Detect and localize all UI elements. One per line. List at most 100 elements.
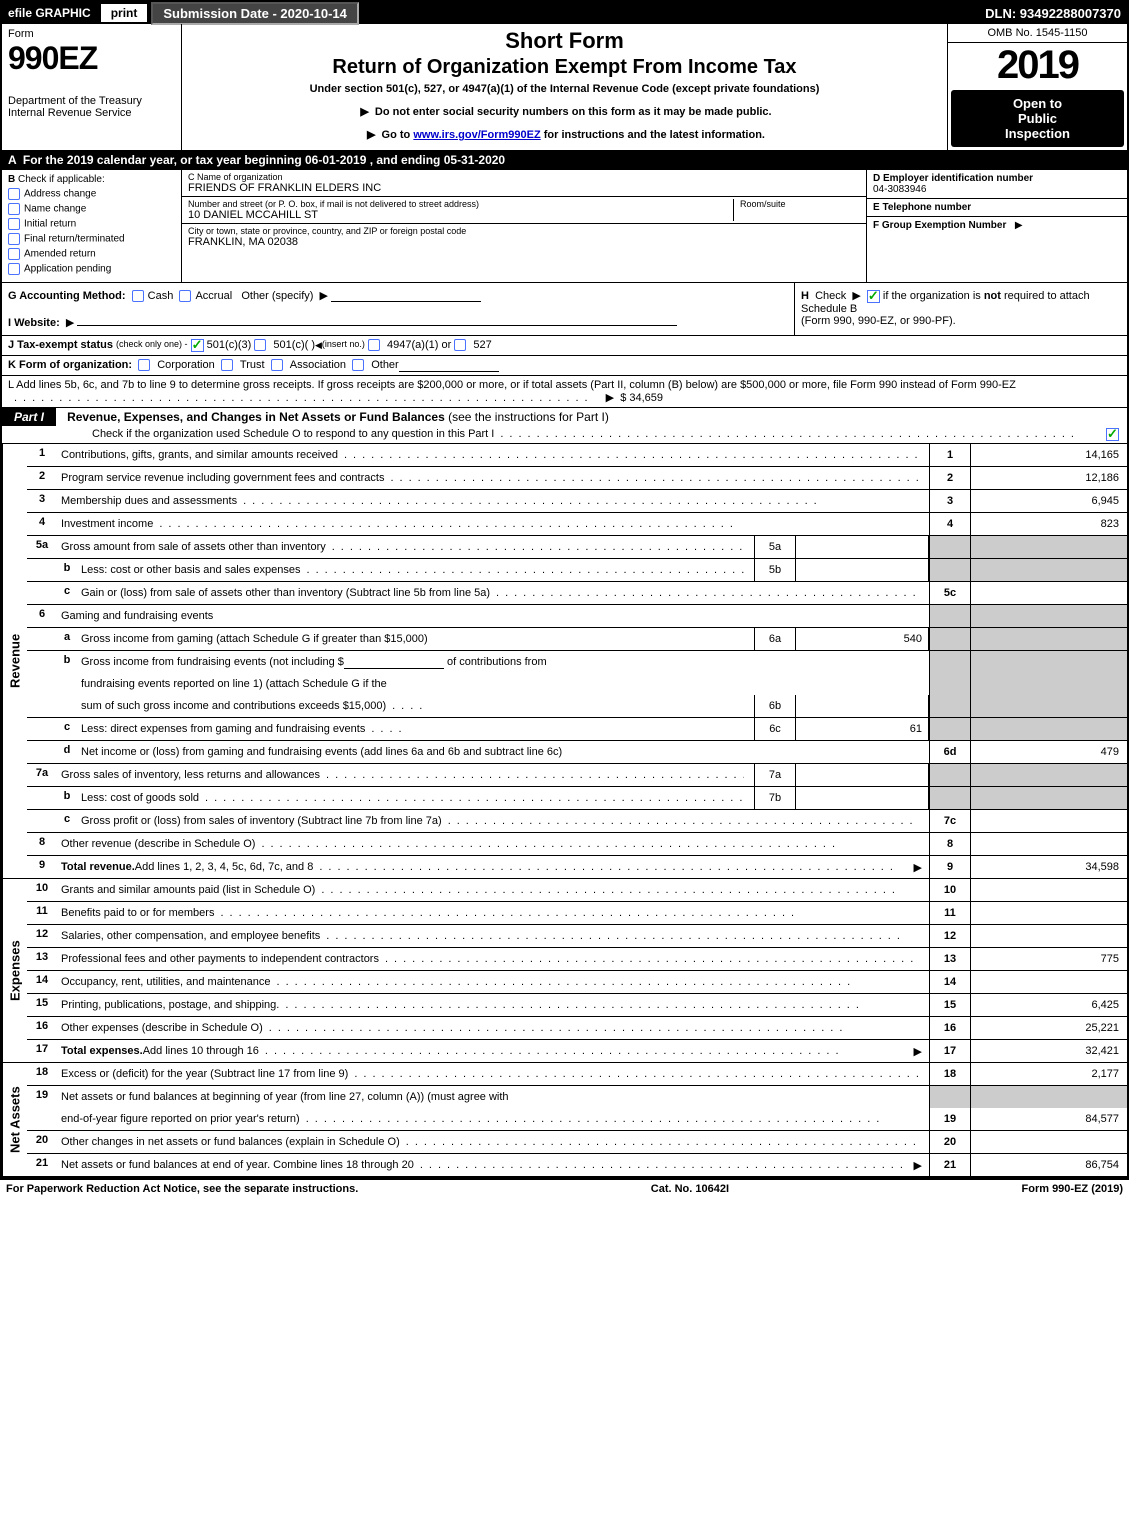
print-button[interactable]: print bbox=[101, 4, 148, 22]
amt-2: 12,186 bbox=[970, 467, 1127, 489]
irs-link[interactable]: www.irs.gov/Form990EZ bbox=[413, 129, 540, 141]
cb-initial-return[interactable]: Initial return bbox=[8, 218, 175, 230]
amt-1: 14,165 bbox=[970, 444, 1127, 466]
checkbox-schedule-b[interactable] bbox=[867, 290, 880, 303]
title-short-form: Short Form bbox=[186, 28, 943, 54]
line-14: 14 Occupancy, rent, utilities, and maint… bbox=[27, 971, 1127, 994]
goto-instructions: ▶ Go to www.irs.gov/Form990EZ for instru… bbox=[186, 128, 943, 141]
gross-receipts-amount: $ 34,659 bbox=[620, 392, 663, 404]
arrow-icon: ▶ bbox=[852, 289, 860, 302]
cb-address-change[interactable]: Address change bbox=[8, 188, 175, 200]
line-11: 11 Benefits paid to or for members 11 bbox=[27, 902, 1127, 925]
checkbox-icon bbox=[8, 248, 20, 260]
cb-trust[interactable] bbox=[221, 359, 233, 371]
arrow-icon: ▶ bbox=[66, 316, 74, 329]
expenses-section: Expenses 10 Grants and similar amounts p… bbox=[2, 879, 1127, 1063]
dln: DLN: 93492288007370 bbox=[985, 6, 1127, 21]
revenue-section: Revenue 1 Contributions, gifts, grants, … bbox=[2, 444, 1127, 879]
cb-501c3[interactable] bbox=[191, 339, 204, 352]
cb-4947a1[interactable] bbox=[368, 339, 380, 351]
page-footer: For Paperwork Reduction Act Notice, see … bbox=[0, 1180, 1129, 1198]
line-4: 4 Investment income 4 823 bbox=[27, 513, 1127, 536]
line-6b-1: b Gross income from fundraising events (… bbox=[27, 651, 1127, 673]
cb-other[interactable] bbox=[352, 359, 364, 371]
amt-6c: 61 bbox=[796, 718, 929, 740]
org-address-row: Number and street (or P. O. box, if mail… bbox=[182, 197, 866, 224]
arrow-icon: ▶ bbox=[320, 289, 328, 302]
entity-info: B Check if applicable: Address change Na… bbox=[2, 170, 1127, 283]
amt-21: 86,754 bbox=[970, 1154, 1127, 1176]
line-5b: b Less: cost or other basis and sales ex… bbox=[27, 559, 1127, 582]
amt-6a: 540 bbox=[796, 628, 929, 650]
line-19-1: 19 Net assets or fund balances at beginn… bbox=[27, 1086, 1127, 1108]
amt-13: 775 bbox=[970, 948, 1127, 970]
form-ref: Form 990-EZ (2019) bbox=[1022, 1183, 1124, 1195]
cb-application-pending[interactable]: Application pending bbox=[8, 263, 175, 275]
ein-value: 04-3083946 bbox=[873, 184, 926, 195]
arrow-icon bbox=[315, 339, 322, 351]
amt-9: 34,598 bbox=[970, 856, 1127, 878]
amt-16: 25,221 bbox=[970, 1017, 1127, 1039]
tax-year: 2019 bbox=[948, 43, 1127, 87]
checkbox-icon bbox=[8, 203, 20, 215]
cb-501c[interactable] bbox=[254, 339, 266, 351]
cb-corporation[interactable] bbox=[138, 359, 150, 371]
cb-amended-return[interactable]: Amended return bbox=[8, 248, 175, 260]
submission-date: Submission Date - 2020-10-14 bbox=[151, 2, 359, 25]
amt-3: 6,945 bbox=[970, 490, 1127, 512]
line-3: 3 Membership dues and assessments 3 6,94… bbox=[27, 490, 1127, 513]
line-7a: 7a Gross sales of inventory, less return… bbox=[27, 764, 1127, 787]
cb-527[interactable] bbox=[454, 339, 466, 351]
section-i-website: I Website: ▶ bbox=[8, 312, 788, 329]
section-def: D Employer identification number 04-3083… bbox=[866, 170, 1127, 282]
amt-4: 823 bbox=[970, 513, 1127, 535]
form-header: Form 990EZ Department of the Treasury In… bbox=[2, 24, 1127, 151]
checkbox-icon bbox=[8, 263, 20, 275]
org-city: FRANKLIN, MA 02038 bbox=[188, 236, 860, 248]
line-5a: 5a Gross amount from sale of assets othe… bbox=[27, 536, 1127, 559]
checkbox-icon[interactable] bbox=[179, 290, 191, 302]
section-g-accounting: G Accounting Method: Cash Accrual Other … bbox=[2, 283, 794, 335]
other-org-input[interactable] bbox=[399, 359, 499, 372]
line-6d: d Net income or (loss) from gaming and f… bbox=[27, 741, 1127, 764]
cb-association[interactable] bbox=[271, 359, 283, 371]
amt-19: 84,577 bbox=[970, 1108, 1127, 1130]
line-15: 15 Printing, publications, postage, and … bbox=[27, 994, 1127, 1017]
cb-name-change[interactable]: Name change bbox=[8, 203, 175, 215]
arrow-icon: ▶ bbox=[606, 391, 614, 404]
other-specify-input[interactable] bbox=[331, 289, 481, 302]
amt-6d: 479 bbox=[970, 741, 1127, 763]
line-7b: b Less: cost of goods sold 7b bbox=[27, 787, 1127, 810]
omb-number: OMB No. 1545-1150 bbox=[948, 24, 1127, 43]
dept-treasury: Department of the Treasury bbox=[8, 95, 175, 107]
arrow-icon: ▶ bbox=[914, 1045, 922, 1058]
arrow-icon: ▶ bbox=[914, 861, 922, 874]
website-input[interactable] bbox=[77, 312, 677, 326]
section-j-tax-exempt: J Tax-exempt status (check only one) - 5… bbox=[2, 336, 1127, 356]
section-b-checkboxes: B Check if applicable: Address change Na… bbox=[2, 170, 182, 282]
line-12: 12 Salaries, other compensation, and emp… bbox=[27, 925, 1127, 948]
row-gh: G Accounting Method: Cash Accrual Other … bbox=[2, 283, 1127, 336]
line-19-2: end-of-year figure reported on prior yea… bbox=[27, 1108, 1127, 1131]
line-7c: c Gross profit or (loss) from sales of i… bbox=[27, 810, 1127, 833]
line-2: 2 Program service revenue including gove… bbox=[27, 467, 1127, 490]
subtitle: Under section 501(c), 527, or 4947(a)(1)… bbox=[186, 83, 943, 95]
header-right: OMB No. 1545-1150 2019 Open to Public In… bbox=[947, 24, 1127, 150]
form-number: 990EZ bbox=[8, 40, 175, 77]
telephone-row: E Telephone number bbox=[867, 199, 1127, 217]
ssn-warning: ▶ Do not enter social security numbers o… bbox=[186, 105, 943, 118]
org-name-row: C Name of organization FRIENDS OF FRANKL… bbox=[182, 170, 866, 197]
line-20: 20 Other changes in net assets or fund b… bbox=[27, 1131, 1127, 1154]
net-assets-section: Net Assets 18 Excess or (deficit) for th… bbox=[2, 1063, 1127, 1178]
cb-final-return[interactable]: Final return/terminated bbox=[8, 233, 175, 245]
line-17: 17 Total expenses. Add lines 10 through … bbox=[27, 1040, 1127, 1062]
checkbox-icon bbox=[8, 218, 20, 230]
line-1: 1 Contributions, gifts, grants, and simi… bbox=[27, 444, 1127, 467]
checkbox-icon[interactable] bbox=[132, 290, 144, 302]
line-6b-2: fundraising events reported on line 1) (… bbox=[27, 673, 1127, 695]
arrow-icon: ▶ bbox=[1015, 220, 1023, 231]
section-k-org-form: K Form of organization: Corporation Trus… bbox=[2, 356, 1127, 376]
fundraising-amount-input[interactable] bbox=[344, 656, 444, 669]
cb-schedule-o-used[interactable] bbox=[1106, 428, 1119, 441]
line-6b-3: sum of such gross income and contributio… bbox=[27, 695, 1127, 718]
